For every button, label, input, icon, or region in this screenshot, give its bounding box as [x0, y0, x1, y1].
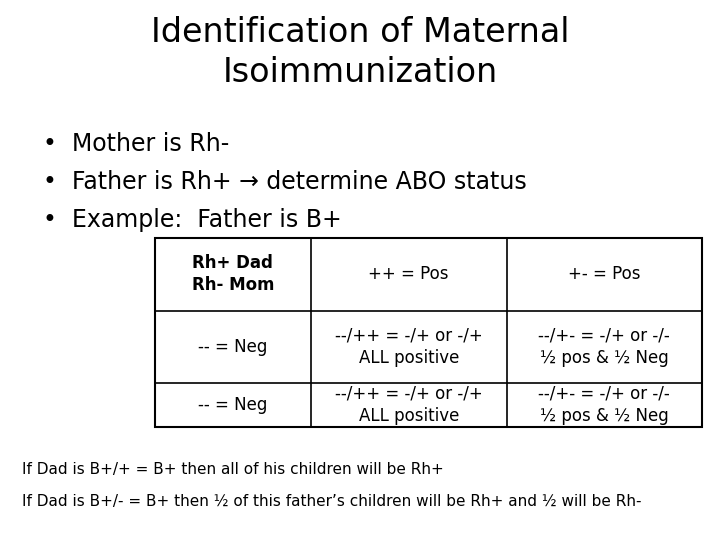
Text: -- = Neg: -- = Neg	[198, 396, 267, 414]
Text: ++ = Pos: ++ = Pos	[369, 265, 449, 283]
Text: If Dad is B+/+ = B+ then all of his children will be Rh+: If Dad is B+/+ = B+ then all of his chil…	[22, 462, 444, 477]
Text: +- = Pos: +- = Pos	[568, 265, 641, 283]
Bar	[155, 238, 702, 427]
Text: --/+- = -/+ or -/-
½ pos & ½ Neg: --/+- = -/+ or -/- ½ pos & ½ Neg	[539, 327, 670, 367]
Text: -- = Neg: -- = Neg	[198, 338, 267, 356]
Text: Rh+ Dad
Rh- Mom: Rh+ Dad Rh- Mom	[192, 254, 274, 294]
Text: If Dad is B+/- = B+ then ½ of this father’s children will be Rh+ and ½ will be R: If Dad is B+/- = B+ then ½ of this fathe…	[22, 494, 641, 509]
Text: --/+- = -/+ or -/-
½ pos & ½ Neg: --/+- = -/+ or -/- ½ pos & ½ Neg	[539, 384, 670, 426]
Text: •  Mother is Rh-: • Mother is Rh-	[43, 132, 230, 156]
Text: Identification of Maternal
Isoimmunization: Identification of Maternal Isoimmunizati…	[150, 16, 570, 89]
Text: •  Father is Rh+ → determine ABO status: • Father is Rh+ → determine ABO status	[43, 170, 527, 194]
Text: --/++ = -/+ or -/+
ALL positive: --/++ = -/+ or -/+ ALL positive	[335, 327, 482, 367]
Text: --/++ = -/+ or -/+
ALL positive: --/++ = -/+ or -/+ ALL positive	[335, 384, 482, 426]
Text: •  Example:  Father is B+: • Example: Father is B+	[43, 208, 342, 232]
